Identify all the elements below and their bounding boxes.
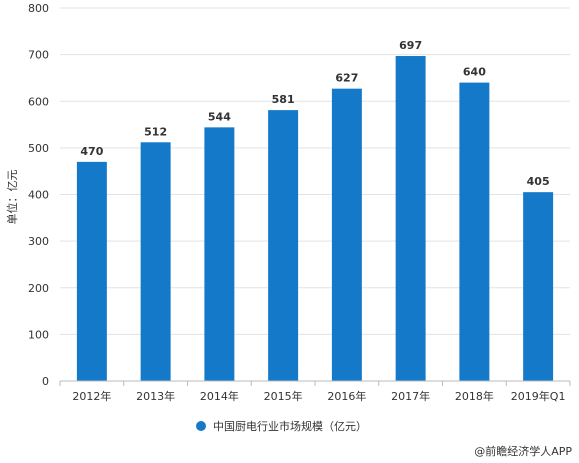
data-labels: 470 512 544 581 627 697 640 405 — [80, 39, 549, 188]
x-tick-label: 2019年Q1 — [511, 389, 566, 403]
x-tick-label: 2018年 — [455, 389, 494, 403]
x-tick-label: 2016年 — [327, 389, 366, 403]
y-axis-title: 单位：亿元 — [5, 170, 19, 225]
y-tick-label: 800 — [28, 2, 49, 15]
bar — [76, 161, 107, 381]
y-tick-label: 500 — [28, 142, 49, 155]
x-tick-label: 2012年 — [72, 389, 111, 403]
legend-marker — [196, 421, 206, 431]
source-credit: @前瞻经济学人APP — [474, 444, 572, 458]
x-tick-label: 2013年 — [136, 389, 175, 403]
x-tick-label: 2015年 — [264, 389, 303, 403]
data-label: 581 — [272, 93, 295, 106]
bar — [459, 82, 490, 381]
bar — [395, 56, 426, 382]
bar — [204, 127, 235, 381]
legend-label: 中国厨电行业市场规模（亿元） — [213, 419, 367, 433]
bars — [76, 56, 554, 382]
bar — [140, 142, 171, 381]
bar — [268, 110, 299, 381]
data-label: 405 — [527, 175, 550, 188]
data-label: 627 — [335, 72, 358, 85]
data-label: 697 — [399, 39, 422, 52]
data-label: 544 — [208, 110, 231, 123]
y-tick-label: 0 — [42, 375, 49, 388]
y-tick-label: 100 — [28, 328, 49, 341]
gridlines — [60, 7, 570, 335]
data-label: 470 — [80, 145, 103, 158]
y-tick-label: 700 — [28, 49, 49, 62]
y-tick-label: 400 — [28, 189, 49, 202]
x-tick-label: 2017年 — [391, 389, 430, 403]
y-axis-ticks: 0 100 200 300 400 500 600 700 800 — [28, 2, 49, 388]
bar — [523, 192, 554, 381]
bar — [331, 88, 362, 381]
x-tick-label: 2014年 — [200, 389, 239, 403]
y-tick-label: 200 — [28, 282, 49, 295]
x-axis-ticks: 2012年 2013年 2014年 2015年 2016年 2017年 2018年 2019年… — [59, 381, 571, 403]
y-tick-label: 600 — [28, 95, 49, 108]
legend: 中国厨电行业市场规模（亿元） — [196, 419, 367, 433]
y-tick-label: 300 — [28, 235, 49, 248]
data-label: 512 — [144, 125, 167, 138]
data-label: 640 — [463, 66, 486, 79]
